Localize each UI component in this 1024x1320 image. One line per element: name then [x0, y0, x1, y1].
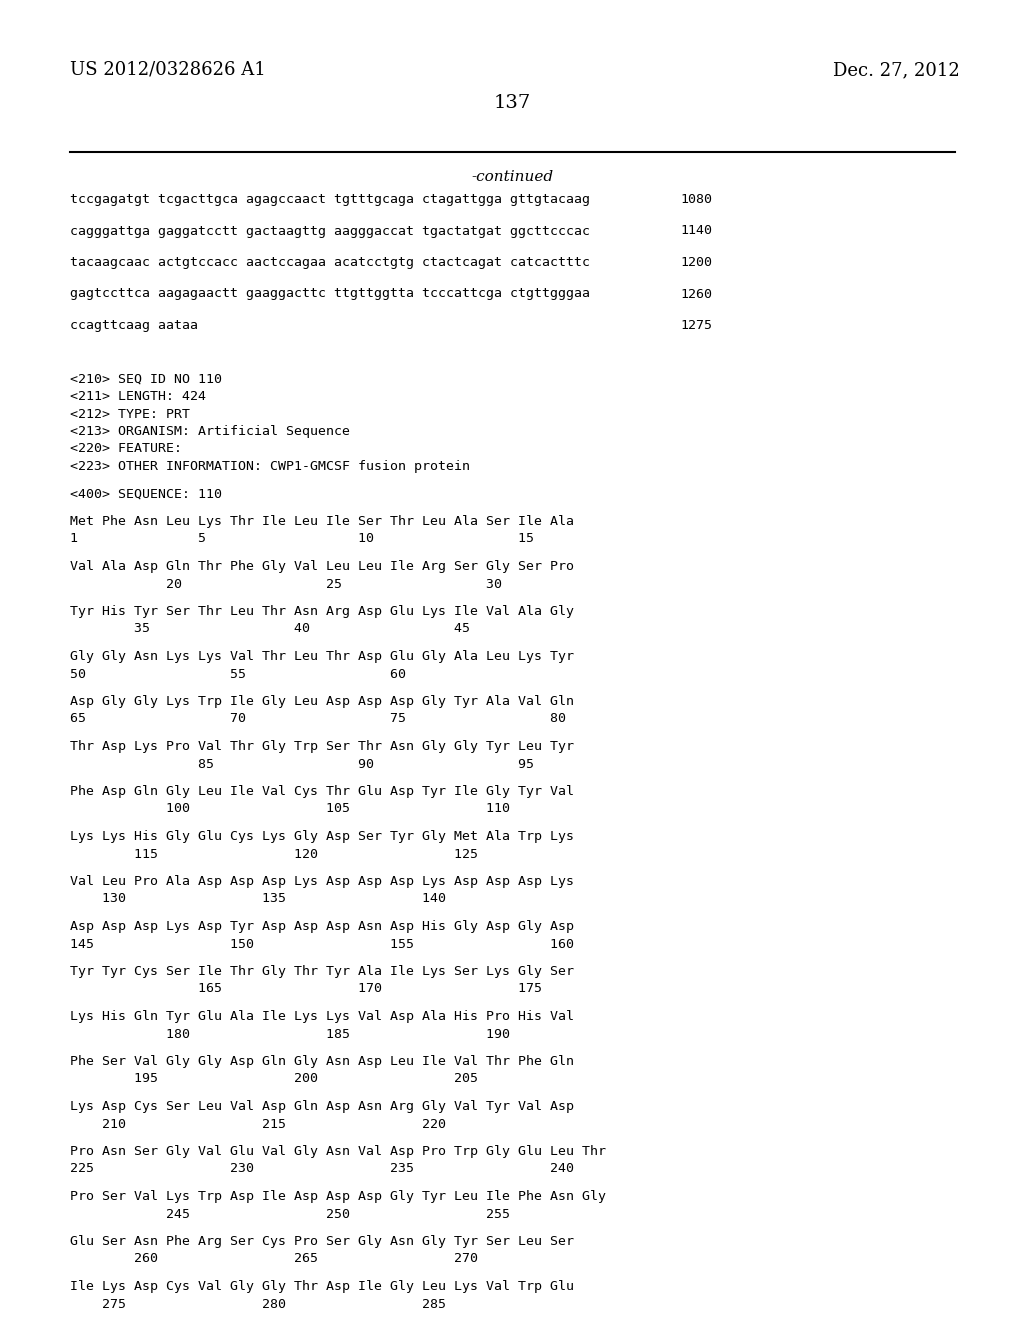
Text: 50                  55                  60: 50 55 60 — [70, 668, 406, 681]
Text: Tyr Tyr Cys Ser Ile Thr Gly Thr Tyr Ala Ile Lys Ser Lys Gly Ser: Tyr Tyr Cys Ser Ile Thr Gly Thr Tyr Ala … — [70, 965, 574, 978]
Text: Val Ala Asp Gln Thr Phe Gly Val Leu Leu Ile Arg Ser Gly Ser Pro: Val Ala Asp Gln Thr Phe Gly Val Leu Leu … — [70, 560, 574, 573]
Text: 1275: 1275 — [680, 319, 712, 333]
Text: 35                  40                  45: 35 40 45 — [70, 623, 470, 635]
Text: Pro Ser Val Lys Trp Asp Ile Asp Asp Asp Gly Tyr Leu Ile Phe Asn Gly: Pro Ser Val Lys Trp Asp Ile Asp Asp Asp … — [70, 1191, 606, 1203]
Text: 1260: 1260 — [680, 288, 712, 301]
Text: 1               5                   10                  15: 1 5 10 15 — [70, 532, 534, 545]
Text: 245                 250                 255: 245 250 255 — [70, 1208, 510, 1221]
Text: Lys Lys His Gly Glu Cys Lys Gly Asp Ser Tyr Gly Met Ala Trp Lys: Lys Lys His Gly Glu Cys Lys Gly Asp Ser … — [70, 830, 574, 843]
Text: 1200: 1200 — [680, 256, 712, 269]
Text: Dec. 27, 2012: Dec. 27, 2012 — [834, 61, 961, 79]
Text: 65                  70                  75                  80: 65 70 75 80 — [70, 713, 566, 726]
Text: <223> OTHER INFORMATION: CWP1-GMCSF fusion protein: <223> OTHER INFORMATION: CWP1-GMCSF fusi… — [70, 459, 470, 473]
Text: Phe Ser Val Gly Gly Asp Gln Gly Asn Asp Leu Ile Val Thr Phe Gln: Phe Ser Val Gly Gly Asp Gln Gly Asn Asp … — [70, 1055, 574, 1068]
Text: <211> LENGTH: 424: <211> LENGTH: 424 — [70, 389, 206, 403]
Text: Asp Gly Gly Lys Trp Ile Gly Leu Asp Asp Asp Gly Tyr Ala Val Gln: Asp Gly Gly Lys Trp Ile Gly Leu Asp Asp … — [70, 696, 574, 708]
Text: 100                 105                 110: 100 105 110 — [70, 803, 510, 816]
Text: ccagttcaag aataa: ccagttcaag aataa — [70, 319, 198, 333]
Text: 225                 230                 235                 240: 225 230 235 240 — [70, 1163, 574, 1176]
Text: US 2012/0328626 A1: US 2012/0328626 A1 — [70, 61, 266, 79]
Text: 115                 120                 125: 115 120 125 — [70, 847, 478, 861]
Text: tacaagcaac actgtccacc aactccagaa acatcctgtg ctactcagat catcactttc: tacaagcaac actgtccacc aactccagaa acatcct… — [70, 256, 590, 269]
Text: Phe Asp Gln Gly Leu Ile Val Cys Thr Glu Asp Tyr Ile Gly Tyr Val: Phe Asp Gln Gly Leu Ile Val Cys Thr Glu … — [70, 785, 574, 799]
Text: 130                 135                 140: 130 135 140 — [70, 892, 446, 906]
Text: Glu Ser Asn Phe Arg Ser Cys Pro Ser Gly Asn Gly Tyr Ser Leu Ser: Glu Ser Asn Phe Arg Ser Cys Pro Ser Gly … — [70, 1236, 574, 1247]
Text: Gly Gly Asn Lys Lys Val Thr Leu Thr Asp Glu Gly Ala Leu Lys Tyr: Gly Gly Asn Lys Lys Val Thr Leu Thr Asp … — [70, 649, 574, 663]
Text: 165                 170                 175: 165 170 175 — [70, 982, 542, 995]
Text: Ile Lys Asp Cys Val Gly Gly Thr Asp Ile Gly Leu Lys Val Trp Glu: Ile Lys Asp Cys Val Gly Gly Thr Asp Ile … — [70, 1280, 574, 1294]
Text: 180                 185                 190: 180 185 190 — [70, 1027, 510, 1040]
Text: cagggattga gaggatcctt gactaagttg aagggaccat tgactatgat ggcttcccac: cagggattga gaggatcctt gactaagttg aagggac… — [70, 224, 590, 238]
Text: Lys His Gln Tyr Glu Ala Ile Lys Lys Val Asp Ala His Pro His Val: Lys His Gln Tyr Glu Ala Ile Lys Lys Val … — [70, 1010, 574, 1023]
Text: 137: 137 — [494, 94, 530, 112]
Text: -continued: -continued — [471, 170, 553, 183]
Text: Thr Asp Lys Pro Val Thr Gly Trp Ser Thr Asn Gly Gly Tyr Leu Tyr: Thr Asp Lys Pro Val Thr Gly Trp Ser Thr … — [70, 741, 574, 752]
Text: Lys Asp Cys Ser Leu Val Asp Gln Asp Asn Arg Gly Val Tyr Val Asp: Lys Asp Cys Ser Leu Val Asp Gln Asp Asn … — [70, 1100, 574, 1113]
Text: 85                  90                  95: 85 90 95 — [70, 758, 534, 771]
Text: 145                 150                 155                 160: 145 150 155 160 — [70, 937, 574, 950]
Text: tccgagatgt tcgacttgca agagccaact tgtttgcaga ctagattgga gttgtacaag: tccgagatgt tcgacttgca agagccaact tgtttgc… — [70, 193, 590, 206]
Text: Pro Asn Ser Gly Val Glu Val Gly Asn Val Asp Pro Trp Gly Glu Leu Thr: Pro Asn Ser Gly Val Glu Val Gly Asn Val … — [70, 1144, 606, 1158]
Text: 20                  25                  30: 20 25 30 — [70, 578, 502, 590]
Text: 195                 200                 205: 195 200 205 — [70, 1072, 478, 1085]
Text: Met Phe Asn Leu Lys Thr Ile Leu Ile Ser Thr Leu Ala Ser Ile Ala: Met Phe Asn Leu Lys Thr Ile Leu Ile Ser … — [70, 515, 574, 528]
Text: 1140: 1140 — [680, 224, 712, 238]
Text: Val Leu Pro Ala Asp Asp Asp Lys Asp Asp Asp Lys Asp Asp Asp Lys: Val Leu Pro Ala Asp Asp Asp Lys Asp Asp … — [70, 875, 574, 888]
Text: <210> SEQ ID NO 110: <210> SEQ ID NO 110 — [70, 372, 222, 385]
Text: <220> FEATURE:: <220> FEATURE: — [70, 442, 182, 455]
Text: gagtccttca aagagaactt gaaggacttc ttgttggtta tcccattcga ctgttgggaa: gagtccttca aagagaactt gaaggacttc ttgttgg… — [70, 288, 590, 301]
Text: 260                 265                 270: 260 265 270 — [70, 1253, 478, 1266]
Text: <400> SEQUENCE: 110: <400> SEQUENCE: 110 — [70, 487, 222, 500]
Text: 210                 215                 220: 210 215 220 — [70, 1118, 446, 1130]
Text: <213> ORGANISM: Artificial Sequence: <213> ORGANISM: Artificial Sequence — [70, 425, 350, 438]
Text: Tyr His Tyr Ser Thr Leu Thr Asn Arg Asp Glu Lys Ile Val Ala Gly: Tyr His Tyr Ser Thr Leu Thr Asn Arg Asp … — [70, 605, 574, 618]
Text: <212> TYPE: PRT: <212> TYPE: PRT — [70, 408, 190, 421]
Text: 275                 280                 285: 275 280 285 — [70, 1298, 446, 1311]
Text: 1080: 1080 — [680, 193, 712, 206]
Text: Asp Asp Asp Lys Asp Tyr Asp Asp Asp Asn Asp His Gly Asp Gly Asp: Asp Asp Asp Lys Asp Tyr Asp Asp Asp Asn … — [70, 920, 574, 933]
